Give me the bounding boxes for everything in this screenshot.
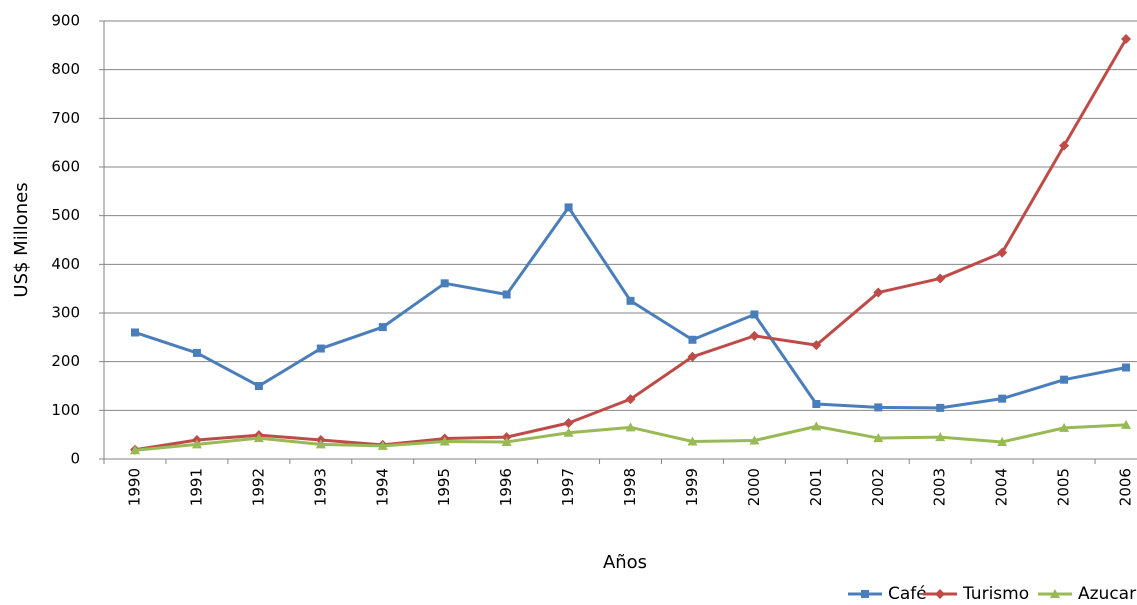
data-point [812, 400, 821, 409]
data-point [1059, 140, 1070, 151]
data-point [315, 439, 326, 449]
x-tick-label: 2003 [931, 468, 949, 506]
data-point [998, 394, 1007, 403]
data-point [1060, 375, 1069, 384]
data-point [688, 335, 697, 344]
data-point [997, 436, 1008, 446]
x-tick-label: 2006 [1117, 468, 1135, 506]
legend-label: Café [888, 584, 927, 604]
y-tick-label: 800 [51, 60, 80, 78]
data-point [253, 433, 264, 443]
legend-marker [861, 590, 869, 598]
x-tick-label: 1994 [373, 468, 391, 506]
data-point [191, 439, 202, 449]
data-point [687, 436, 698, 446]
data-point [874, 403, 883, 412]
data-point [811, 340, 822, 351]
data-point [936, 403, 945, 412]
legend-label: Azucar [1078, 584, 1136, 604]
x-tick-label: 2002 [869, 468, 887, 506]
data-point [625, 394, 636, 405]
data-point [750, 310, 759, 319]
data-point [811, 421, 822, 431]
y-tick-label: 300 [51, 304, 80, 322]
x-tick-label: 2000 [745, 468, 763, 506]
y-axis-label: US$ Millones [11, 182, 32, 297]
series-line [134, 205, 1127, 410]
y-tick-label: 700 [51, 109, 80, 127]
data-point [316, 344, 325, 353]
data-point [1121, 34, 1132, 45]
x-tick-label: 1995 [435, 468, 453, 506]
x-tick-label: 1990 [126, 468, 144, 506]
data-point [1122, 363, 1131, 372]
y-tick-label: 100 [51, 401, 80, 419]
data-point [873, 287, 884, 298]
data-point [563, 417, 574, 428]
legend-marker [935, 589, 945, 599]
x-tick-label: 1992 [249, 468, 267, 506]
y-tick-label: 500 [51, 206, 80, 224]
y-tick-label: 900 [51, 12, 80, 30]
data-point [254, 382, 263, 390]
x-axis-label: Años [603, 552, 647, 573]
x-tick-label: 2004 [993, 468, 1011, 506]
x-tick-label: 1993 [311, 468, 329, 506]
data-point [502, 290, 511, 299]
data-point [1121, 419, 1132, 429]
data-point [997, 247, 1008, 258]
x-tick-label: 1998 [621, 468, 639, 506]
data-point [935, 273, 946, 284]
data-point [501, 436, 512, 446]
y-tick-label: 400 [51, 255, 80, 273]
data-point [935, 432, 946, 442]
y-tick-label: 600 [51, 158, 80, 176]
data-point [440, 279, 449, 288]
data-point [192, 348, 201, 357]
data-point [873, 433, 884, 443]
data-point [1059, 422, 1070, 432]
data-point [564, 203, 573, 212]
data-point [687, 351, 698, 362]
series-line [134, 38, 1128, 452]
y-tick-label: 200 [51, 352, 80, 370]
x-tick-label: 1999 [683, 468, 701, 506]
data-point [131, 328, 139, 337]
x-tick-label: 2001 [807, 468, 825, 506]
data-point [439, 436, 450, 446]
legend-label: Turismo [962, 584, 1029, 604]
data-point [377, 440, 388, 450]
x-tick-label: 2005 [1055, 468, 1073, 506]
data-point [130, 445, 140, 455]
data-point [749, 330, 760, 341]
data-point [625, 422, 636, 432]
x-tick-label: 1991 [187, 468, 205, 506]
data-point [563, 427, 574, 437]
y-tick-label: 0 [70, 450, 80, 468]
data-point [626, 296, 635, 305]
x-tick-label: 1997 [559, 468, 577, 506]
data-point [749, 435, 760, 445]
data-point [378, 323, 387, 332]
x-tick-label: 1996 [497, 468, 515, 506]
legend-marker [1050, 589, 1060, 598]
